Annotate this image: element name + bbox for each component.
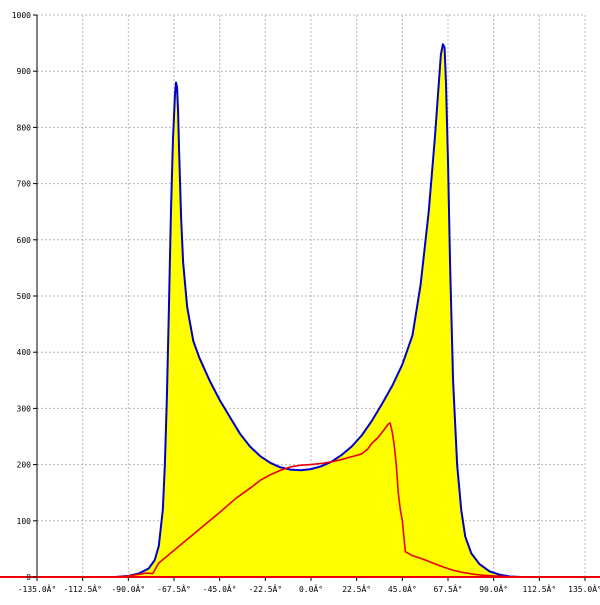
x-tick-label: 67.5Â° [434,583,463,594]
series-layer [26,43,596,578]
x-tick-label: 90.0Â° [479,583,508,594]
y-tick-label: 0 [26,573,31,582]
axis-layer: 0 100 200 300 400 500 600 700 800 900 1000 -135.0Â°… [0,11,600,594]
x-tick-label: 135.0Â° [568,583,600,594]
x-tick-label: -22.5Â° [248,583,282,594]
y-tick-label: 1000 [12,11,31,20]
y-tick-label: 900 [17,67,32,76]
series-0-area-fill [116,44,523,578]
x-tick-label: -112.5Â° [63,583,102,594]
x-tick-label: 45.0Â° [388,583,417,594]
x-tick-label: -67.5Â° [157,583,191,594]
y-tick-label: 400 [17,348,32,357]
series-1-line [26,422,596,578]
y-tick-label: 300 [17,404,32,413]
series-0-outline [116,43,523,578]
y-tick-label: 200 [17,461,32,470]
x-tick-label: -90.0Â° [111,583,145,594]
y-tick-label: 800 [17,123,32,132]
x-tick-label: 0.0Â° [299,583,323,594]
y-tick-label: 500 [17,292,32,301]
x-tick-label: 22.5Â° [342,583,371,594]
x-tick-label: 112.5Â° [522,583,556,594]
x-tick-label: -135.0Â° [18,583,57,594]
y-tick-label: 700 [17,180,32,189]
y-tick-label: 600 [17,236,32,245]
y-tick-label: 100 [17,517,32,526]
x-tick-label: -45.0Â° [203,583,237,594]
